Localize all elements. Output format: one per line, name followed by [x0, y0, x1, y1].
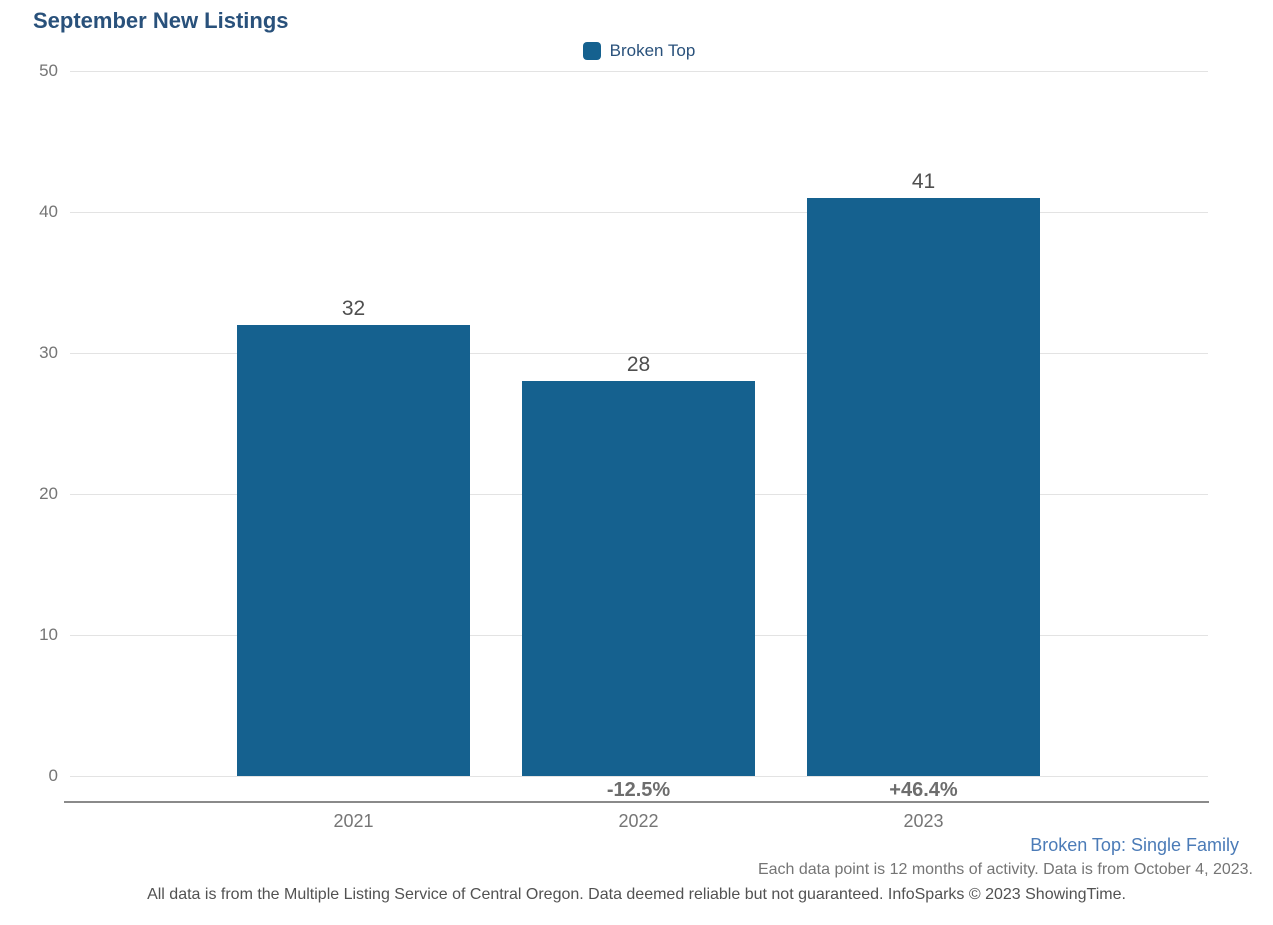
y-axis-tick-label: 50	[39, 61, 58, 80]
data-note: Each data point is 12 months of activity…	[757, 861, 1253, 878]
percent-change-label: -12.5%	[606, 779, 671, 801]
x-axis-line	[64, 801, 1209, 803]
y-axis-tick-label: 30	[39, 343, 58, 362]
page-title: September New Listings	[33, 8, 289, 33]
y-axis-tick-label: 10	[39, 625, 58, 644]
percent-change-label: +46.4%	[889, 779, 958, 801]
gridline-y-50	[70, 71, 1208, 72]
y-axis-tick-label: 20	[39, 484, 58, 503]
disclaimer: All data is from the Multiple Listing Se…	[147, 886, 1126, 903]
legend: Broken Top	[70, 41, 1208, 61]
legend-swatch-icon	[582, 42, 601, 60]
bar-value-label: 41	[911, 170, 936, 193]
bar-2023[interactable]	[807, 198, 1040, 776]
bar-value-label: 32	[341, 297, 366, 320]
x-axis-label-2021: 2021	[333, 811, 374, 831]
legend-label: Broken Top	[609, 41, 696, 60]
y-axis-tick-label: 0	[48, 766, 58, 785]
y-axis-tick-label: 40	[39, 202, 58, 221]
series-description: Broken Top: Single Family	[1030, 835, 1239, 855]
gridline-y-0	[70, 776, 1208, 777]
bar-value-label: 28	[626, 353, 651, 376]
gridline-y-40	[70, 212, 1208, 213]
bar-2022[interactable]	[522, 381, 755, 776]
bar-2021[interactable]	[237, 325, 470, 776]
gridline-y-30	[70, 353, 1208, 354]
x-axis-label-2022: 2022	[618, 811, 659, 831]
x-axis-label-2023: 2023	[903, 811, 944, 831]
